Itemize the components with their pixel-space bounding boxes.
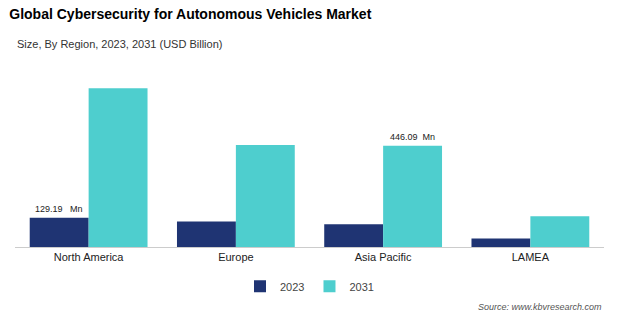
svg-text:Source: www.kbvresearch.com: Source: www.kbvresearch.com xyxy=(478,302,602,312)
svg-text:LAMEA: LAMEA xyxy=(512,251,550,263)
svg-text:Size, By Region, 2023, 2031 (U: Size, By Region, 2023, 2031 (USD Billion… xyxy=(17,38,222,50)
svg-text:Europe: Europe xyxy=(218,251,253,263)
svg-text:North America: North America xyxy=(54,251,125,263)
svg-text:Asia Pacific: Asia Pacific xyxy=(355,251,412,263)
svg-text:2031: 2031 xyxy=(349,281,373,293)
svg-text:129.19 Mn: 129.19 Mn xyxy=(35,204,83,214)
svg-text:446.09 Mn: 446.09 Mn xyxy=(390,132,435,142)
svg-text:Global Cybersecurity for Auton: Global Cybersecurity for Autonomous Vehi… xyxy=(9,6,371,22)
svg-text:2023: 2023 xyxy=(280,281,304,293)
